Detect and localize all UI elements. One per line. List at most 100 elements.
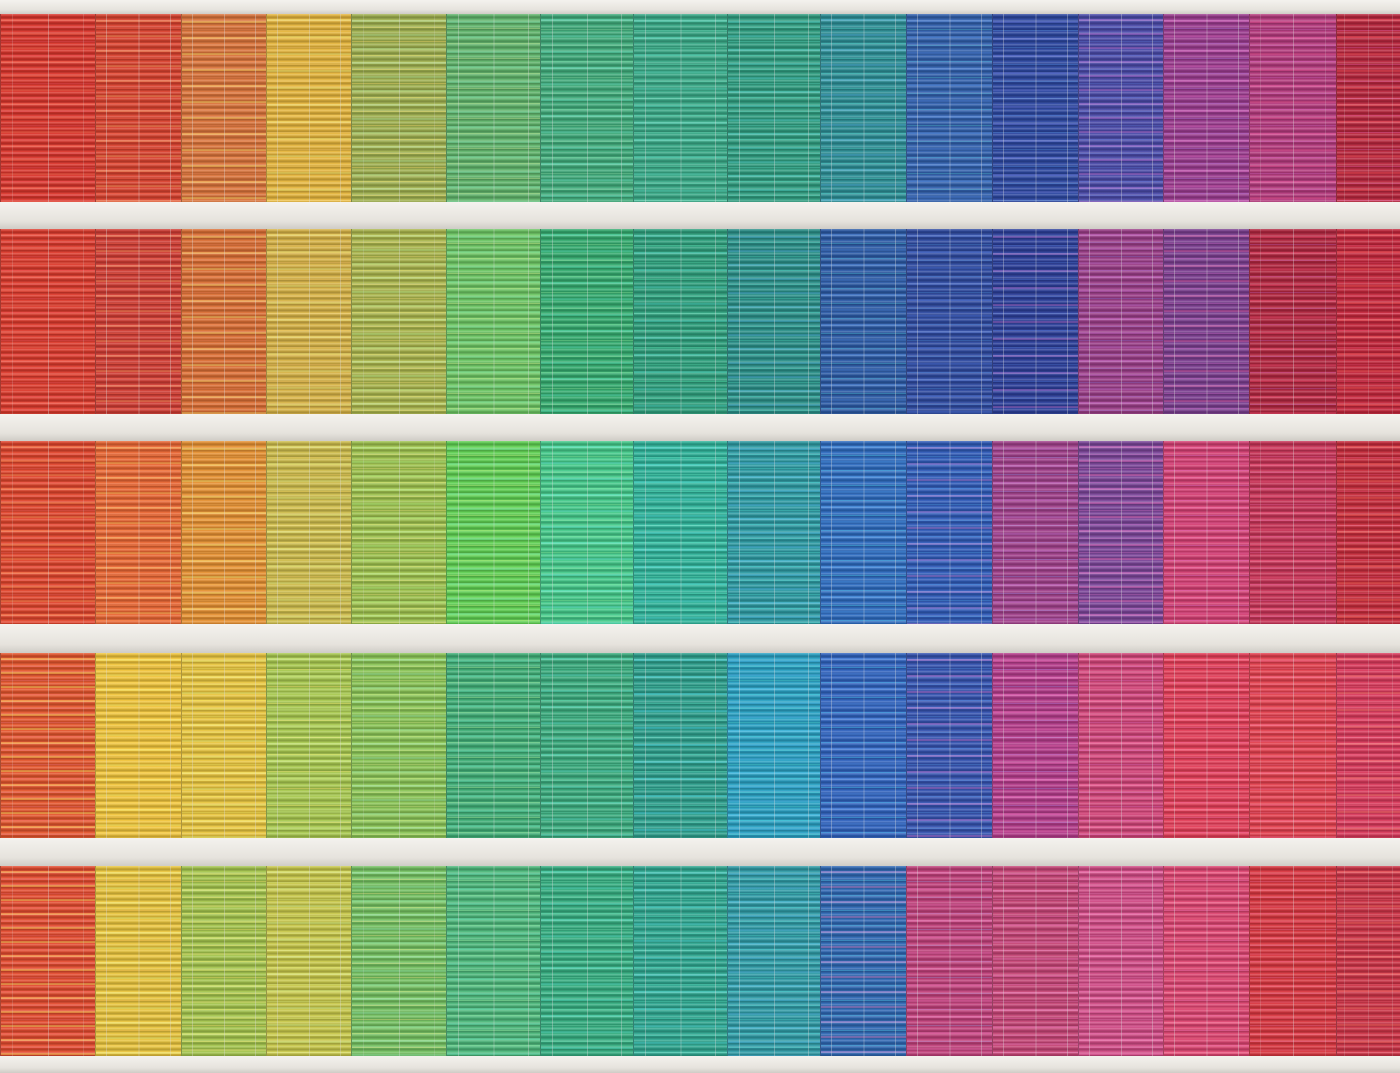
blind-panel — [1336, 14, 1400, 202]
slat-accents — [1250, 441, 1336, 624]
blind-panel — [1249, 866, 1336, 1056]
slat-accents — [447, 441, 540, 624]
slat-accents — [182, 653, 266, 838]
slat-accents — [821, 229, 906, 414]
blind-panel — [906, 866, 992, 1056]
slat-accents — [1337, 14, 1400, 202]
slat-accents — [352, 441, 446, 624]
slat-accents — [352, 866, 446, 1056]
slat-accents — [1079, 441, 1163, 624]
slat-accents — [1079, 866, 1163, 1056]
blind-panel — [633, 441, 727, 624]
blind-panel — [727, 866, 820, 1056]
slat-accents — [1337, 866, 1400, 1056]
floor-band — [0, 229, 1400, 414]
blind-panel — [0, 866, 95, 1056]
slat-accents — [267, 441, 351, 624]
blind-panel — [540, 653, 633, 838]
slat-accents — [1164, 866, 1249, 1056]
slat-accents — [1, 866, 95, 1056]
blind-panel — [727, 14, 820, 202]
blind-panel — [351, 866, 446, 1056]
blind-panel — [633, 14, 727, 202]
floor-slab — [0, 1056, 1400, 1073]
slat-accents — [1164, 229, 1249, 414]
blind-panel — [992, 14, 1078, 202]
blind-panel — [1078, 229, 1163, 414]
blind-panel — [446, 14, 540, 202]
blind-panel — [540, 441, 633, 624]
slat-accents — [993, 14, 1078, 202]
blind-panel — [633, 229, 727, 414]
blind-panel — [1336, 229, 1400, 414]
blind-panel — [266, 14, 351, 202]
slat-accents — [993, 229, 1078, 414]
slat-accents — [907, 14, 992, 202]
blind-panel — [1078, 653, 1163, 838]
blind-panel — [1336, 441, 1400, 624]
slat-accents — [1, 229, 95, 414]
slat-accents — [447, 229, 540, 414]
floor-band — [0, 14, 1400, 202]
slat-accents — [1079, 229, 1163, 414]
blind-panel — [906, 229, 992, 414]
blind-panel — [820, 441, 906, 624]
slat-accents — [96, 229, 181, 414]
slat-accents — [447, 653, 540, 838]
slat-accents — [1164, 653, 1249, 838]
slat-accents — [267, 653, 351, 838]
slat-accents — [96, 866, 181, 1056]
slat-accents — [352, 14, 446, 202]
slat-accents — [634, 653, 727, 838]
slat-accents — [352, 653, 446, 838]
blind-panel — [181, 229, 266, 414]
slat-accents — [1164, 14, 1249, 202]
slat-accents — [993, 866, 1078, 1056]
slat-accents — [352, 229, 446, 414]
blind-panel — [820, 14, 906, 202]
blind-panel — [181, 14, 266, 202]
blind-panel — [351, 14, 446, 202]
slat-accents — [1250, 229, 1336, 414]
blind-panel — [446, 441, 540, 624]
blind-panel — [1163, 229, 1249, 414]
blind-panel — [446, 229, 540, 414]
slat-accents — [728, 653, 820, 838]
slat-accents — [728, 229, 820, 414]
blind-panel — [727, 229, 820, 414]
blind-panel — [1249, 441, 1336, 624]
blind-panel — [95, 653, 181, 838]
slat-accents — [447, 866, 540, 1056]
slat-accents — [541, 653, 633, 838]
blind-panel — [95, 866, 181, 1056]
slat-accents — [907, 229, 992, 414]
blind-panel — [992, 229, 1078, 414]
floor-slab — [0, 202, 1400, 229]
blind-panel — [1336, 653, 1400, 838]
blind-panel — [1163, 441, 1249, 624]
slat-accents — [821, 653, 906, 838]
blind-panel — [1163, 14, 1249, 202]
blind-panel — [266, 866, 351, 1056]
blind-panel — [1078, 441, 1163, 624]
blind-panel — [0, 441, 95, 624]
slat-accents — [907, 866, 992, 1056]
slat-accents — [634, 229, 727, 414]
floor-slab — [0, 414, 1400, 441]
blind-panel — [351, 229, 446, 414]
floor-band — [0, 441, 1400, 624]
slat-accents — [1079, 14, 1163, 202]
blind-panel — [0, 653, 95, 838]
blind-panel — [181, 653, 266, 838]
blind-panel — [0, 14, 95, 202]
slat-accents — [1250, 14, 1336, 202]
blind-panel — [820, 866, 906, 1056]
slat-accents — [267, 866, 351, 1056]
blind-panel — [1249, 14, 1336, 202]
floor-band — [0, 866, 1400, 1056]
slat-accents — [1337, 653, 1400, 838]
slat-accents — [182, 866, 266, 1056]
blind-panel — [1249, 653, 1336, 838]
slat-accents — [182, 14, 266, 202]
slat-accents — [634, 14, 727, 202]
